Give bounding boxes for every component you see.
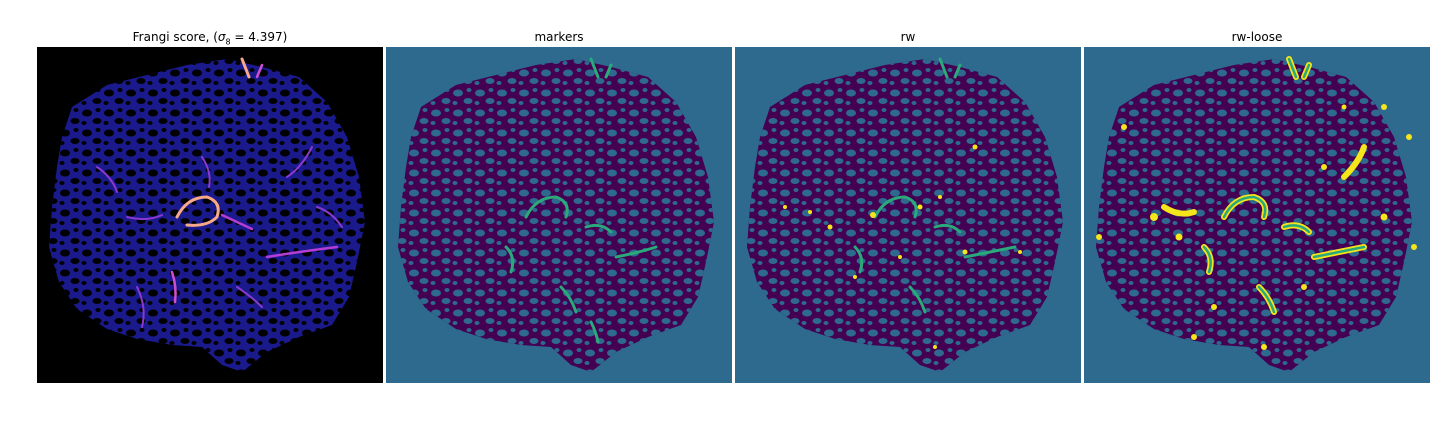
panel-title-rw-loose: rw-loose <box>1084 30 1430 44</box>
markers-image <box>386 47 732 383</box>
panel-title-rw: rw <box>735 30 1081 44</box>
markers-canvas <box>386 47 732 383</box>
rw-canvas <box>735 47 1081 383</box>
frangi-score-image <box>37 47 383 383</box>
panel-title-markers: markers <box>386 30 732 44</box>
rw-loose-canvas <box>1084 47 1430 383</box>
rw-loose-image <box>1084 47 1430 383</box>
rw-image <box>735 47 1081 383</box>
frangi-score-canvas <box>37 47 383 383</box>
